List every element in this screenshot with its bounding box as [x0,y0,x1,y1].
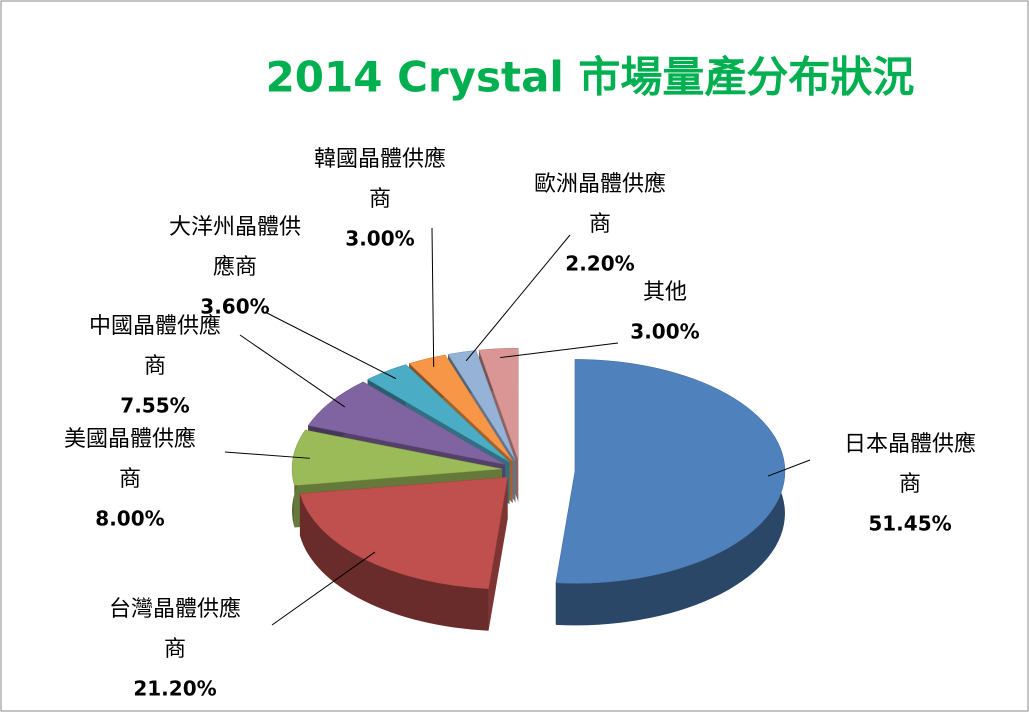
leader-line [767,459,811,477]
value-label: 7.55% [120,394,189,418]
value-label: 3.00% [345,227,414,251]
value-label: 2.20% [565,252,634,276]
slice-label: 歐洲晶體供應商 [534,171,666,237]
chart-title: 2014 Crystal 市場量產分布狀況 [266,53,915,102]
value-label: 21.20% [133,677,216,701]
slice-label: 大洋州晶體供應商 [169,215,301,280]
leader-line [224,451,310,459]
slice [478,347,519,461]
slice [447,350,516,461]
slice-side [299,493,489,631]
slice-label: 中國晶體供應商 [89,313,221,379]
leader-line [500,342,619,359]
slice [299,476,508,589]
leader-line [431,227,435,367]
slice-label: 美國晶體供應商 [64,426,196,492]
slice-label: 韓國晶體供應商 [314,146,446,212]
leader-line [264,311,397,380]
value-label: 8.00% [95,507,164,531]
slice [367,364,510,463]
slice [408,354,513,462]
slice-label: 日本晶體供應商 [844,431,976,497]
slice [555,359,786,584]
slice-label: 台灣晶體供應商 [109,596,241,662]
slice [307,381,506,465]
value-label: 51.45% [868,512,951,536]
slice-label: 其他 [643,280,687,305]
leader-line [239,334,346,408]
leader-line [271,551,376,626]
leader-line [465,234,571,362]
value-label: 3.00% [630,320,699,344]
value-label: 3.60% [200,295,269,319]
